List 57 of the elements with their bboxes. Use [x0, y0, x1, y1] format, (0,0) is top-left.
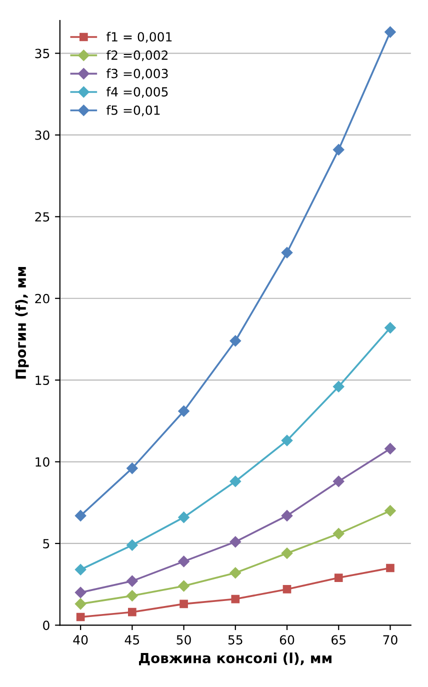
- point: [384, 26, 396, 38]
- point: [230, 335, 242, 346]
- y-tick-label: 20: [35, 294, 50, 304]
- point: [333, 381, 344, 392]
- point: [333, 144, 344, 156]
- x-tick-label: 70: [383, 635, 398, 645]
- legend-label: f3 =0,003: [106, 68, 168, 80]
- x-axis-title: Довжина консолі (l), мм: [139, 652, 332, 666]
- point: [230, 476, 242, 487]
- legend-label: f5 =0,01: [106, 105, 160, 116]
- y-axis-title: Прогин (f), мм: [15, 267, 29, 379]
- point: [281, 548, 293, 559]
- y-tick-label: 0: [43, 620, 50, 630]
- y-tick-label: 15: [36, 376, 50, 386]
- point: [178, 406, 190, 417]
- point: [126, 590, 138, 602]
- x-tick-label: 40: [73, 635, 88, 645]
- point: [282, 585, 292, 594]
- point: [178, 556, 190, 568]
- x-tick-label: 45: [124, 635, 140, 645]
- point: [180, 600, 188, 608]
- point: [76, 612, 85, 622]
- point: [126, 540, 138, 551]
- x-tick-label: 55: [228, 635, 242, 645]
- y-tick-label: 10: [36, 457, 50, 467]
- point: [386, 564, 394, 572]
- point: [74, 510, 86, 522]
- point: [333, 528, 344, 540]
- point: [384, 505, 396, 516]
- legend-label: f2 =0,002: [106, 50, 168, 62]
- point: [281, 434, 293, 446]
- legend-label: f1 = 0,001: [106, 32, 172, 43]
- point: [384, 322, 396, 334]
- point: [128, 608, 136, 616]
- point: [178, 512, 190, 523]
- x-tick-label: 60: [280, 635, 294, 645]
- point: [333, 476, 344, 487]
- y-tick-label: 5: [43, 539, 50, 548]
- point: [230, 567, 242, 578]
- point: [334, 574, 343, 582]
- x-tick-label: 65: [332, 635, 346, 645]
- point: [281, 247, 293, 258]
- legend-label: f4 =0,005: [106, 86, 168, 98]
- point: [74, 564, 86, 576]
- point: [74, 598, 86, 610]
- point: [126, 462, 138, 474]
- point: [74, 586, 86, 598]
- point: [126, 575, 138, 587]
- x-tick-label: 50: [176, 635, 191, 645]
- point: [178, 580, 190, 592]
- point: [384, 443, 396, 454]
- y-tick-label: 25: [35, 212, 50, 222]
- y-tick-label: 35: [35, 48, 50, 58]
- point: [230, 536, 242, 548]
- point: [281, 510, 293, 522]
- y-tick-label: 30: [35, 130, 50, 140]
- point: [231, 594, 240, 604]
